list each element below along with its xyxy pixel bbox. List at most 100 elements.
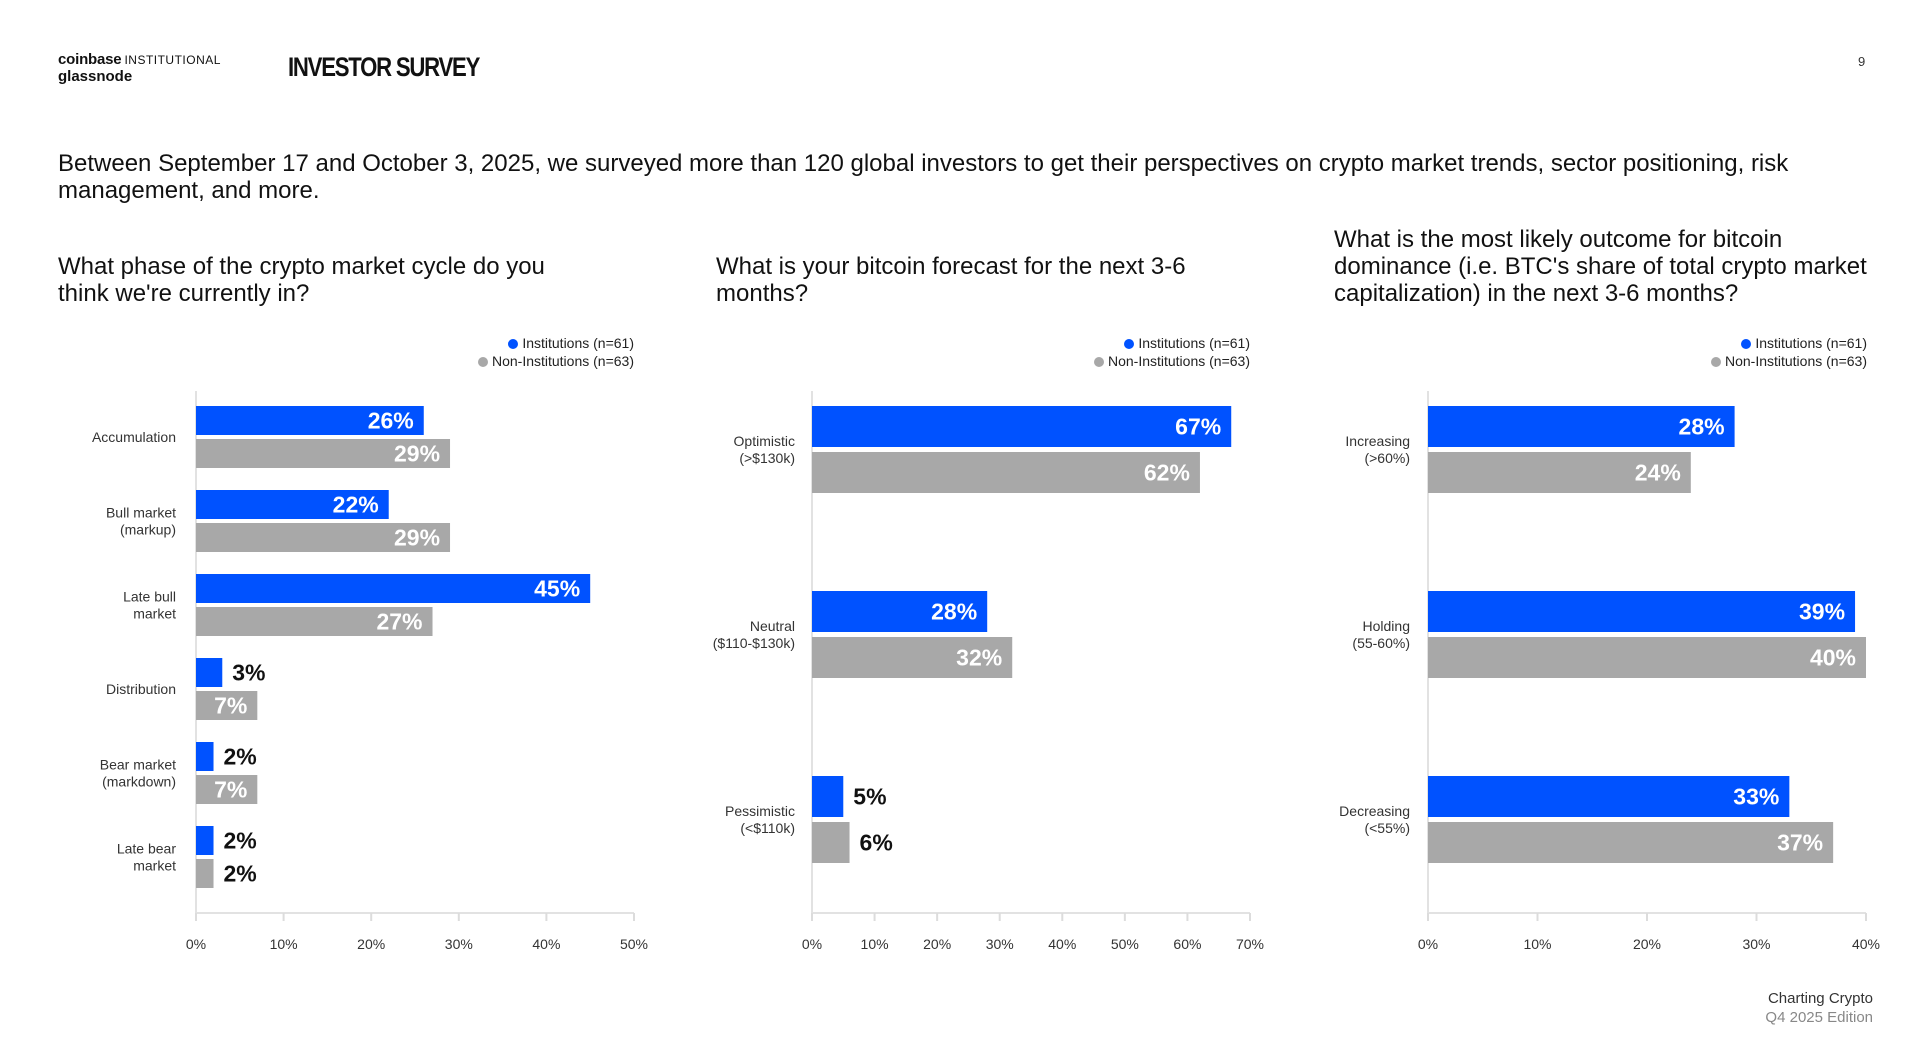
legend-dot-icon	[508, 339, 519, 349]
category-label: market	[133, 606, 176, 622]
category-label: (>60%)	[1364, 450, 1410, 466]
x-tick-label: 20%	[1633, 936, 1661, 952]
bar-non-institutions	[196, 439, 451, 468]
category-label: Accumulation	[92, 429, 176, 445]
bar-value-label: 7%	[214, 777, 247, 803]
bar-institutions	[812, 406, 1232, 447]
category-label: (markdown)	[102, 774, 176, 790]
category-label: Bear market	[100, 757, 176, 773]
bar-institutions	[196, 658, 223, 687]
bar-value-label: 32%	[956, 645, 1002, 671]
x-tick-label: 30%	[445, 936, 473, 952]
bar-value-label: 3%	[232, 660, 265, 686]
bar-non-institutions	[196, 775, 258, 804]
bar-value-label: 5%	[853, 784, 886, 810]
legend-item: Non-Institutions (n=63)	[1710, 352, 1867, 370]
legend-label: Non-Institutions (n=63)	[1107, 353, 1250, 369]
bar-non-institutions	[812, 637, 1013, 678]
legend-item: Non-Institutions (n=63)	[477, 352, 634, 370]
x-tick-label: 20%	[923, 936, 951, 952]
x-tick-label: 60%	[1173, 936, 1201, 952]
bar-non-institutions	[1428, 452, 1691, 493]
x-tick-label: 0%	[186, 936, 206, 952]
bar-value-label: 45%	[534, 576, 580, 602]
category-label: Distribution	[106, 681, 176, 697]
bar-value-label: 6%	[860, 830, 893, 856]
x-tick-label: 10%	[270, 936, 298, 952]
bar-institutions	[196, 574, 591, 603]
bar-institutions	[196, 490, 389, 519]
legend-label: Institutions (n=61)	[1138, 335, 1250, 351]
legend-label: Institutions (n=61)	[1755, 335, 1867, 351]
bar-value-label: 26%	[368, 408, 414, 434]
category-label: Holding	[1363, 618, 1410, 634]
bar-non-institutions	[196, 859, 214, 888]
x-tick-label: 30%	[986, 936, 1014, 952]
bar-value-label: 29%	[394, 525, 440, 551]
logo-coinbase-text: coinbase	[58, 51, 122, 68]
legend-item: Institutions (n=61)	[1711, 334, 1867, 352]
intro-text: Between September 17 and October 3, 2025…	[58, 150, 1789, 204]
coinbase-institutional-logo: coinbase INSTITUTIONAL	[58, 51, 221, 68]
x-tick-label: 40%	[1048, 936, 1076, 952]
bar-non-institutions	[1428, 822, 1834, 863]
category-label: Pessimistic	[725, 803, 795, 819]
legend-label: Institutions (n=61)	[522, 335, 634, 351]
bar-value-label: 7%	[214, 693, 247, 719]
x-tick-label: 70%	[1236, 936, 1264, 952]
report-title: INVESTOR SURVEY	[288, 52, 480, 82]
bar-value-label: 28%	[931, 599, 977, 625]
chart-3-title: What is the most likely outcome for bitc…	[1334, 226, 1867, 307]
legend-label: Non-Institutions (n=63)	[1724, 353, 1867, 369]
category-label: Neutral	[750, 618, 795, 634]
bar-non-institutions	[196, 607, 433, 636]
bar-institutions	[812, 591, 988, 632]
bar-value-label: 40%	[1810, 645, 1856, 671]
x-tick-label: 20%	[357, 936, 385, 952]
legend-label: Non-Institutions (n=63)	[491, 353, 634, 369]
chart-3-legend: Institutions (n=61) Non-Institutions (n=6…	[1710, 334, 1867, 370]
x-tick-label: 40%	[532, 936, 560, 952]
footer-edition: Q4 2025 Edition	[1765, 1009, 1873, 1026]
x-tick-label: 40%	[1852, 936, 1880, 952]
bar-value-label: 37%	[1777, 830, 1823, 856]
legend-dot-icon	[1093, 357, 1104, 367]
x-tick-label: 0%	[1418, 936, 1438, 952]
bar-value-label: 28%	[1679, 414, 1725, 440]
category-label: (<55%)	[1364, 820, 1410, 836]
category-label: market	[133, 858, 176, 874]
bar-institutions	[1428, 406, 1735, 447]
legend-dot-icon	[1710, 357, 1721, 367]
x-tick-label: 50%	[620, 936, 648, 952]
category-label: (>$130k)	[739, 450, 795, 466]
bar-non-institutions	[812, 822, 850, 863]
x-tick-label: 30%	[1742, 936, 1770, 952]
category-label: (markup)	[120, 522, 176, 538]
bar-institutions	[812, 776, 844, 817]
category-label: (<$110k)	[740, 820, 795, 836]
category-label: Late bear	[117, 841, 176, 857]
category-label: (55-60%)	[1352, 635, 1410, 651]
bar-value-label: 29%	[394, 441, 440, 467]
category-label: Late bull	[123, 589, 176, 605]
bar-non-institutions	[1428, 637, 1866, 678]
bar-value-label: 67%	[1175, 414, 1221, 440]
category-label: Optimistic	[734, 433, 795, 449]
chart-2-title: What is your bitcoin forecast for the ne…	[716, 253, 1186, 307]
category-label: Bull market	[106, 505, 176, 521]
page-number: 9	[1858, 54, 1866, 69]
x-tick-label: 50%	[1111, 936, 1139, 952]
bar-institutions	[196, 742, 214, 771]
bar-value-label: 2%	[224, 828, 257, 854]
bar-value-label: 39%	[1799, 599, 1845, 625]
bar-institutions	[1428, 776, 1790, 817]
bar-non-institutions	[812, 452, 1200, 493]
bar-value-label: 2%	[224, 861, 257, 887]
legend-dot-icon	[1741, 339, 1752, 349]
logo-institutional-text: INSTITUTIONAL	[124, 53, 221, 67]
category-label: Increasing	[1345, 433, 1410, 449]
category-label: Decreasing	[1339, 803, 1410, 819]
bar-institutions	[196, 406, 424, 435]
bar-institutions	[1428, 591, 1856, 632]
